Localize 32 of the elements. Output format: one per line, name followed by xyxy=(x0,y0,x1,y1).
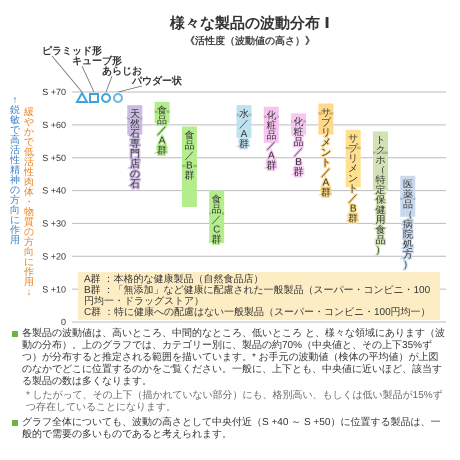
text: 緩やかで低活性肉体・物質の方向に作用↓ xyxy=(24,106,34,298)
annotation: A群 ：本格的な健康製品（自然食品店） xyxy=(84,274,264,285)
text: パウダー状 xyxy=(131,75,183,87)
category-label: 医薬品（病院処方） xyxy=(402,180,413,271)
x-tick-label: 天然石専門店の石 xyxy=(130,108,140,190)
category-label: サプリメント／B群 xyxy=(348,134,358,225)
text: キューブ形 xyxy=(72,55,122,67)
text: グラフ全体についても、波動の高さとして中央付近（S +40 ～ S +50）に位置する製品は、一般的で需要の多いものであると考えられます。 xyxy=(22,417,442,441)
chart-subtitle: 《活性度（波動値の高さ）》 xyxy=(185,35,315,47)
annotation: B群 ：「無添加」など健康に配慮された一般製品（スーパー・コンビニ・100円均一・ドラッグストア） xyxy=(84,285,432,307)
x-tick-label: 水／A群 xyxy=(238,108,249,150)
text: あらじお xyxy=(102,66,142,77)
y-tick-label: S +60 xyxy=(42,120,66,130)
y-tick-label: S +70 xyxy=(42,87,66,98)
y-tick-label: S +40 xyxy=(42,186,66,196)
category-label: トクホ（特定保健用食品） xyxy=(375,135,386,256)
y-tick-label: S +20 xyxy=(42,251,66,262)
y-tick-label: S +10 xyxy=(42,284,66,294)
x-tick-label: 化粧品／A群 xyxy=(266,110,276,172)
key-box: A群 ：本格的な健康製品（自然食品店） B群 ：「無添加」など健康に配慮された一般製品（スーパー・コンビニ・100円均一・ドラッグストア） C群 ：特に健康への配慮はない一般製品（スーパー・コンビニ・100円均一） xyxy=(78,272,440,320)
y-tick-label: 0 xyxy=(60,317,66,328)
x-tick-label: 化粧品／B群 xyxy=(294,116,304,178)
text: ↑鋭敏で高活性精神の方向に作用 xyxy=(10,94,20,246)
text: * したがって、その上下（描かれていない部分）にも、格別高い、もしくは低い製品が15%ずつ存在していることになります。 xyxy=(25,390,444,414)
annotation: C群 ：特に健康への配慮はない一般製品（スーパー・コンビニ・100円均一） xyxy=(84,307,432,318)
y-tick-label: S +30 xyxy=(42,218,66,229)
y-tick-label: S +50 xyxy=(42,152,66,163)
x-tick-label: 食品／C群 xyxy=(212,193,222,246)
text: ピラミッド形 xyxy=(42,45,102,57)
text: 各製品の波動値は、高いところ、中間的なところ、低いところ と、様々な領域にあります（波動の分布）。上のグラフでは、カテゴリー別に、製品の約70%（中央値と、その上下35%ずつ）が分布すると推定される範囲を描いています。* お手元の波動値（検体の平均値）が上図のなかでどこに位置するのかをご覧ください。一般に、上下とも、中央値に近いほど、該当する製品の数は多くなります。 xyxy=(22,328,446,388)
x-tick-label: 食品／B群 xyxy=(184,129,194,182)
chart-title: 様々な製品の波動分布 Ⅰ xyxy=(169,15,330,32)
